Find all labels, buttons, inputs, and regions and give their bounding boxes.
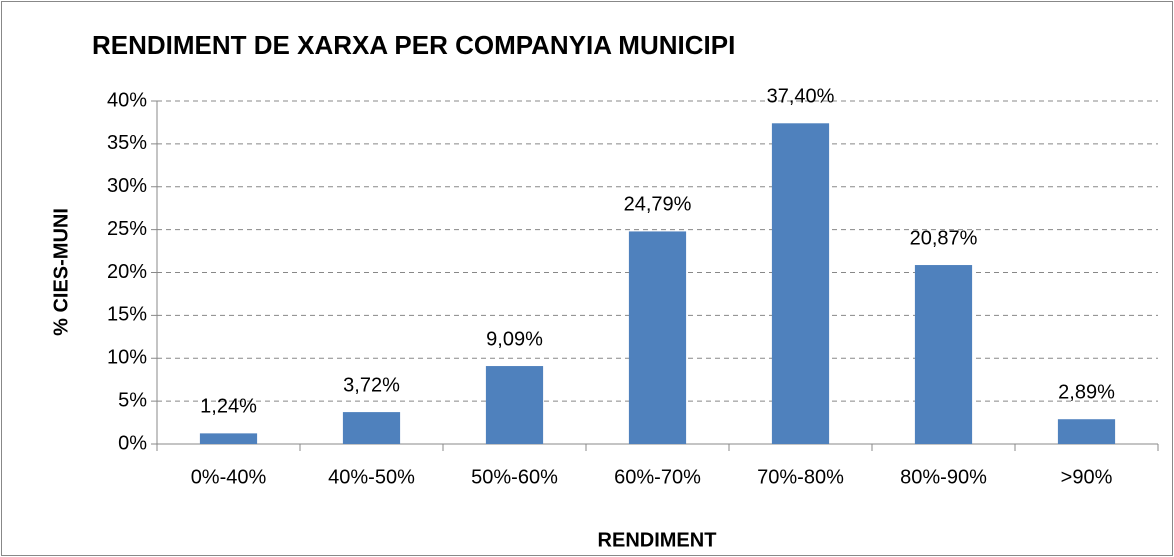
- y-tick-label: 30%: [107, 175, 147, 197]
- x-axis-label: RENDIMENT: [598, 529, 717, 551]
- chart-title: RENDIMENT DE XARXA PER COMPANYIA MUNICIP…: [92, 30, 735, 60]
- value-label: 37,40%: [767, 86, 835, 108]
- x-tick-label: 50%-60%: [471, 466, 558, 488]
- y-tick-label: 0%: [118, 432, 147, 454]
- value-label: 20,87%: [910, 227, 978, 249]
- y-tick-label: 40%: [107, 89, 147, 111]
- y-tick-label: 10%: [107, 347, 147, 369]
- value-label: 1,24%: [200, 396, 257, 418]
- x-tick-label: 70%-80%: [757, 466, 844, 488]
- bar: [1057, 419, 1116, 444]
- y-axis-label: % CIES-MUNI: [50, 208, 72, 336]
- bar: [914, 265, 973, 444]
- y-tick-label: 25%: [107, 218, 147, 240]
- x-tick-label: >90%: [1061, 466, 1113, 488]
- x-tick-label: 0%-40%: [191, 466, 267, 488]
- value-label: 24,79%: [624, 194, 692, 216]
- y-tick-label: 20%: [107, 261, 147, 283]
- y-tick-label: 35%: [107, 132, 147, 154]
- value-label: 2,89%: [1058, 381, 1115, 403]
- y-tick-label: 5%: [118, 389, 147, 411]
- x-tick-label: 80%-90%: [900, 466, 987, 488]
- y-tick-label: 15%: [107, 304, 147, 326]
- bar: [485, 366, 544, 444]
- value-label: 3,72%: [343, 374, 400, 396]
- value-label: 9,09%: [486, 328, 543, 350]
- bar: [628, 231, 687, 444]
- x-tick-label: 40%-50%: [328, 466, 415, 488]
- bar: [199, 433, 258, 444]
- bar: [771, 123, 830, 445]
- x-tick-label: 60%-70%: [614, 466, 701, 488]
- bar: [342, 412, 401, 444]
